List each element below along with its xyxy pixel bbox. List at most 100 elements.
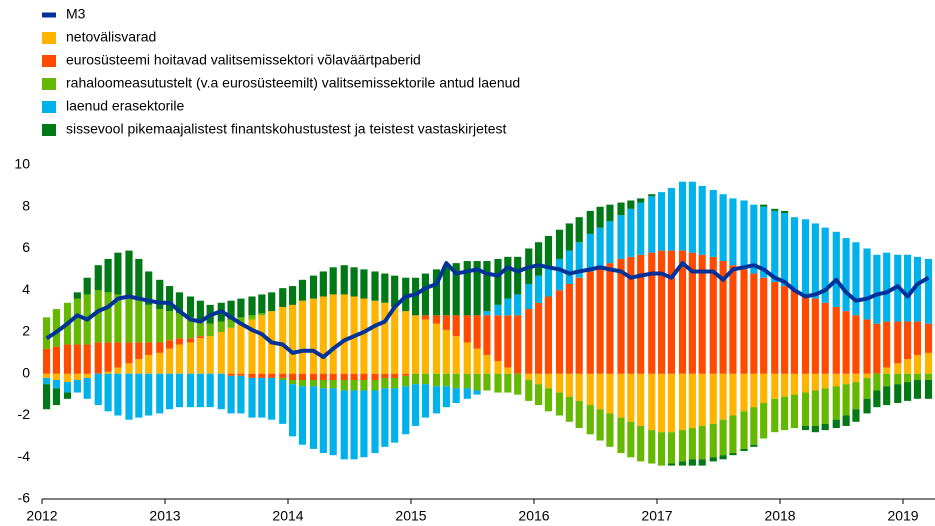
bar-segment — [760, 277, 768, 374]
bar-segment — [175, 338, 184, 345]
bar-segment — [135, 359, 143, 374]
bar-segment — [667, 432, 676, 464]
bar-segment — [166, 286, 174, 312]
bar-segment — [924, 380, 933, 399]
bar-segment — [391, 377, 399, 389]
bar-segment — [494, 304, 502, 316]
bar-segment — [648, 430, 656, 464]
bar-segment — [196, 336, 204, 339]
bar-segment — [894, 363, 902, 374]
bar-segment — [73, 373, 81, 381]
bar-segment — [73, 298, 81, 345]
bar-segment — [750, 204, 758, 274]
bar-segment — [309, 275, 318, 299]
bar-segment — [340, 390, 348, 460]
legend-swatch — [42, 124, 56, 136]
y-tick-label: 0 — [22, 364, 30, 380]
bar-segment — [555, 229, 564, 259]
bar-segment — [842, 238, 850, 312]
bar-segment — [535, 302, 543, 374]
bar-segment — [811, 298, 819, 374]
bar-segment — [535, 242, 543, 276]
bar-segment — [206, 323, 214, 337]
bar-segment — [319, 296, 327, 374]
bar-segment — [821, 423, 829, 431]
bar-segment — [883, 367, 891, 374]
bar-segment — [565, 223, 573, 251]
bar-segment — [924, 352, 933, 374]
bar-segment — [329, 294, 337, 374]
bar-segment — [648, 373, 656, 431]
bar-segment — [186, 342, 195, 374]
bar-segment — [719, 455, 727, 460]
bar-segment — [43, 377, 51, 385]
bar-segment — [790, 373, 799, 395]
bar-segment — [329, 267, 337, 295]
bar-segment — [279, 377, 287, 381]
bar-segment — [606, 413, 614, 447]
bar-segment — [606, 373, 614, 414]
bar-segment — [637, 198, 645, 203]
y-tick-label: 8 — [22, 197, 30, 213]
bar-segment — [63, 392, 72, 399]
bar-segment — [412, 373, 420, 385]
bar-segment — [237, 298, 245, 318]
bar-segment — [821, 227, 829, 303]
legend-label: eurosüsteemi hoitavad valitsemissektori … — [66, 52, 421, 68]
bar-segment — [904, 254, 912, 322]
bar-segment — [852, 242, 860, 316]
bar-segment — [63, 373, 72, 383]
bar-segment — [709, 373, 717, 424]
bar-segment — [740, 269, 748, 374]
bar-segment — [402, 375, 410, 387]
bar-segment — [494, 361, 502, 374]
bar-segment — [863, 377, 871, 399]
bar-segment — [586, 373, 594, 406]
bar-segment — [473, 373, 481, 391]
bar-segment — [801, 373, 810, 393]
bar-segment — [114, 252, 122, 295]
bar-segment — [688, 428, 696, 460]
bar-segment — [883, 321, 891, 368]
bar-segment — [156, 279, 164, 310]
bar-segment — [709, 423, 717, 458]
bar-segment — [688, 373, 696, 429]
bar-segment — [575, 373, 583, 401]
bar-segment — [145, 304, 153, 343]
bar-segment — [648, 196, 656, 253]
bar-segment — [852, 315, 860, 374]
bar-segment — [279, 373, 287, 378]
y-tick-label: -2 — [18, 406, 31, 422]
bar-segment — [894, 384, 902, 403]
bar-segment — [371, 390, 379, 454]
bar-segment — [575, 277, 583, 374]
bar-segment — [575, 217, 583, 243]
bar-segment — [924, 258, 933, 324]
bar-segment — [442, 373, 450, 387]
bar-segment — [166, 340, 174, 349]
bar-segment — [289, 380, 297, 385]
bar-segment — [237, 373, 245, 376]
bar-segment — [627, 200, 635, 209]
bar-segment — [402, 311, 410, 374]
bar-segment — [842, 384, 850, 416]
bar-segment — [637, 254, 645, 374]
bar-segment — [565, 283, 573, 374]
bar-segment — [883, 373, 891, 387]
bar-segment — [166, 373, 174, 410]
bar-segment — [617, 202, 625, 216]
bar-segment — [565, 373, 573, 397]
bar-segment — [606, 263, 614, 374]
bar-segment — [289, 304, 297, 374]
bar-segment — [114, 294, 122, 343]
bar-segment — [421, 273, 430, 316]
bar-segment — [544, 235, 553, 268]
bar-segment — [83, 344, 91, 374]
bar-segment — [637, 425, 645, 462]
bar-segment — [73, 380, 81, 393]
bar-segment — [842, 373, 850, 385]
bar-segment — [217, 321, 225, 332]
legend-label: M3 — [66, 6, 86, 22]
bar-segment — [52, 388, 61, 406]
bar-segment — [248, 319, 256, 374]
